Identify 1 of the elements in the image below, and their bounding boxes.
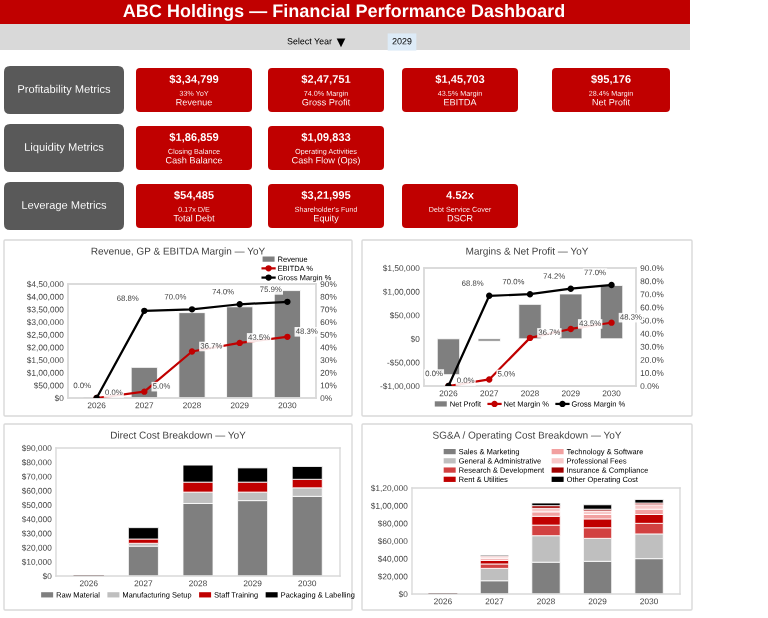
text: ABC Holdings — Financial Performance Dashboard xyxy=(123,3,565,21)
